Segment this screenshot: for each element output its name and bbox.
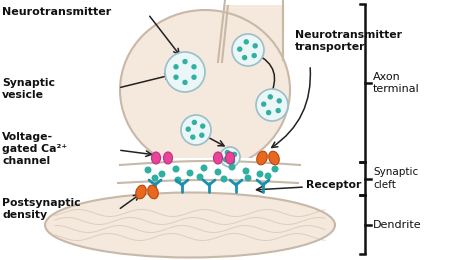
Circle shape xyxy=(152,175,158,181)
Circle shape xyxy=(191,135,195,139)
Text: Neurotransmitter: Neurotransmitter xyxy=(2,7,111,17)
Circle shape xyxy=(174,75,178,79)
Ellipse shape xyxy=(269,151,279,165)
Circle shape xyxy=(226,151,229,154)
Circle shape xyxy=(243,168,249,174)
Polygon shape xyxy=(215,0,283,75)
Circle shape xyxy=(175,177,181,183)
Circle shape xyxy=(183,60,187,64)
Circle shape xyxy=(201,124,205,128)
Circle shape xyxy=(257,171,263,177)
Circle shape xyxy=(165,52,205,92)
Circle shape xyxy=(183,80,187,84)
Bar xyxy=(100,0,330,5)
Circle shape xyxy=(230,159,235,164)
Ellipse shape xyxy=(226,152,235,164)
Text: Synaptic
vesicle: Synaptic vesicle xyxy=(2,78,55,100)
Ellipse shape xyxy=(213,152,222,164)
Circle shape xyxy=(276,109,280,113)
Circle shape xyxy=(221,176,227,182)
Circle shape xyxy=(238,47,242,51)
Circle shape xyxy=(200,133,204,137)
Circle shape xyxy=(272,166,278,172)
Circle shape xyxy=(192,75,196,79)
Circle shape xyxy=(224,158,228,162)
Text: Axon
terminal: Axon terminal xyxy=(373,72,420,94)
Circle shape xyxy=(215,169,221,175)
Circle shape xyxy=(229,164,235,170)
Text: Voltage-
gated Ca²⁺
channel: Voltage- gated Ca²⁺ channel xyxy=(2,132,67,166)
Ellipse shape xyxy=(164,152,173,164)
Circle shape xyxy=(262,102,266,106)
Circle shape xyxy=(277,99,281,103)
Circle shape xyxy=(252,54,256,57)
Ellipse shape xyxy=(257,151,267,165)
FancyBboxPatch shape xyxy=(228,0,283,5)
Circle shape xyxy=(253,44,257,48)
Circle shape xyxy=(266,110,271,115)
Text: Neurotransmitter
transporter: Neurotransmitter transporter xyxy=(295,30,402,52)
Circle shape xyxy=(174,65,178,69)
Circle shape xyxy=(265,173,271,179)
Circle shape xyxy=(233,152,237,157)
Circle shape xyxy=(201,165,207,171)
Text: Postsynaptic
density: Postsynaptic density xyxy=(2,198,81,220)
Circle shape xyxy=(159,171,165,177)
Ellipse shape xyxy=(152,152,161,164)
Text: Receptor: Receptor xyxy=(306,180,361,190)
Circle shape xyxy=(181,115,211,145)
Text: Synaptic
cleft: Synaptic cleft xyxy=(373,167,418,190)
Circle shape xyxy=(192,120,196,124)
Circle shape xyxy=(220,147,240,167)
Circle shape xyxy=(245,175,251,181)
Bar xyxy=(105,158,305,180)
Ellipse shape xyxy=(45,192,335,257)
Circle shape xyxy=(232,34,264,66)
Circle shape xyxy=(173,166,179,172)
Circle shape xyxy=(192,65,196,69)
Ellipse shape xyxy=(120,10,290,170)
Circle shape xyxy=(187,170,193,176)
Circle shape xyxy=(243,56,246,60)
Ellipse shape xyxy=(148,185,158,199)
Circle shape xyxy=(145,167,151,173)
Circle shape xyxy=(244,40,248,44)
Circle shape xyxy=(268,95,272,99)
Circle shape xyxy=(197,174,203,180)
Ellipse shape xyxy=(136,185,146,199)
Circle shape xyxy=(186,127,190,131)
Text: Dendrite: Dendrite xyxy=(373,219,422,230)
Circle shape xyxy=(256,89,288,121)
